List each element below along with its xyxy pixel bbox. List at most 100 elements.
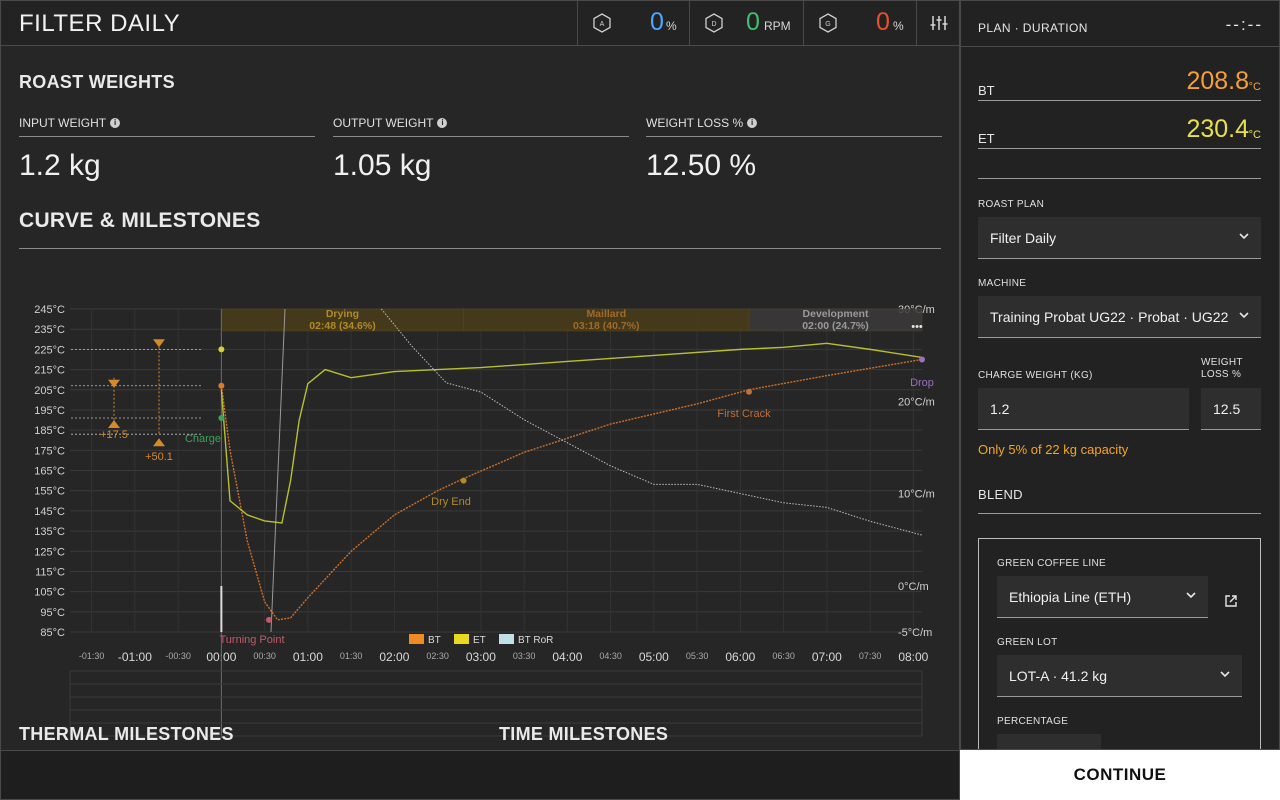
legend-swatch xyxy=(454,634,469,644)
legend-swatch xyxy=(409,634,424,644)
sliders-icon[interactable] xyxy=(916,1,960,45)
phase-name: Development xyxy=(803,308,869,320)
x-tick-label: -01:00 xyxy=(118,650,152,664)
green-coffee-line-select[interactable]: Ethiopia Line (ETH) xyxy=(997,576,1208,618)
svg-text:A: A xyxy=(600,21,605,28)
charge-weight-input[interactable]: 1.2 xyxy=(978,388,1189,430)
machine-value: Training Probat UG22 · Probat · UG22 xyxy=(990,309,1229,325)
x-tick-label-minor: -01:30 xyxy=(79,651,105,661)
roast-plan-label: ROAST PLAN xyxy=(978,199,1045,210)
legend-swatch xyxy=(499,634,514,644)
info-icon[interactable]: i xyxy=(747,118,758,128)
green-lot-select[interactable]: LOT-A · 41.2 kg xyxy=(997,655,1242,697)
temp-tick-label: 195°C xyxy=(34,405,65,417)
gauge-value: 0 xyxy=(876,8,890,36)
x-tick-label: 04:00 xyxy=(552,650,582,664)
output-weight: OUTPUT WEIGHT i 1.05 kg xyxy=(333,116,629,183)
main-content: ROAST WEIGHTS INPUT WEIGHT i 1.2 kg OUTPU… xyxy=(0,46,960,750)
temp-tick-label: 245°C xyxy=(34,304,65,316)
legend-label: BT xyxy=(428,635,441,646)
capacity-warning: Only 5% of 22 kg capacity xyxy=(978,442,1129,457)
series-line-et xyxy=(220,342,923,524)
annotation-label: +17.5 xyxy=(100,429,128,441)
weight-loss: WEIGHT LOSS % i 12.50 % xyxy=(646,116,942,183)
temp-tick-label: 235°C xyxy=(34,324,65,336)
x-tick-label: 08:00 xyxy=(898,650,928,664)
gauge-unit: RPM xyxy=(764,19,791,33)
et-label: ET xyxy=(978,131,995,146)
input-weight-value: 1.2 kg xyxy=(19,149,101,182)
legend-label: ET xyxy=(473,635,486,646)
percentage-input[interactable] xyxy=(997,734,1101,749)
hexagon-a-icon: A xyxy=(593,13,611,33)
phase-name: Drying xyxy=(326,308,359,320)
gauge-unit: % xyxy=(893,19,904,33)
gauge-airflow[interactable]: A 0 % xyxy=(577,1,689,45)
machine-label: MACHINE xyxy=(978,278,1027,289)
info-icon[interactable]: i xyxy=(110,118,121,128)
svg-text:G: G xyxy=(825,21,830,28)
x-tick-label-minor: 06:30 xyxy=(772,651,795,661)
bt-value: 208.8 xyxy=(1186,67,1249,95)
temp-tick-label: 105°C xyxy=(34,587,65,599)
roast-plan-value: Filter Daily xyxy=(990,230,1057,246)
roast-plan-select[interactable]: Filter Daily xyxy=(978,217,1261,259)
more-icon: ••• xyxy=(911,321,923,333)
ror-tick-label: 10°C/m xyxy=(898,489,935,501)
et-row: ET 230.4 °C xyxy=(978,109,1261,149)
x-tick-label: 02:00 xyxy=(379,650,409,664)
x-tick-label: 06:00 xyxy=(725,650,755,664)
roast-curve-chart[interactable]: 245°C 235°C 225°C 215°C 205°C 195°C 185°C 175°C… xyxy=(1,251,959,741)
phase-band xyxy=(748,308,923,332)
x-tick-label-minor: 05:30 xyxy=(686,651,709,661)
x-tick-label-minor: 04:30 xyxy=(599,651,622,661)
arrow-up-icon xyxy=(153,438,165,447)
hexagon-g-icon: G xyxy=(819,13,837,33)
chevron-down-icon xyxy=(1239,312,1249,319)
gauge-unit: % xyxy=(666,19,677,33)
input-weight: INPUT WEIGHT i 1.2 kg xyxy=(19,116,315,183)
gauge-value: 0 xyxy=(650,8,664,36)
bt-unit: °C xyxy=(1248,81,1261,93)
svg-text:D: D xyxy=(711,21,716,28)
milestone-marker xyxy=(218,415,225,422)
green-coffee-line-label: GREEN COFFEE LINE xyxy=(997,558,1107,569)
output-weight-label: OUTPUT WEIGHT xyxy=(333,116,434,130)
milestone-label: Turning Point xyxy=(219,634,284,646)
temp-tick-label: 85°C xyxy=(40,627,65,639)
continue-button[interactable]: CONTINUE xyxy=(960,750,1280,800)
external-link-icon[interactable] xyxy=(1224,594,1238,608)
bt-row: BT 208.8 °C xyxy=(978,61,1261,101)
annotation-label: +50.1 xyxy=(145,451,173,463)
weight-loss-label: WEIGHT LOSS % xyxy=(1201,357,1243,380)
ror-tick-label: 0°C/m xyxy=(898,581,929,593)
x-tick-label-minor: 02:30 xyxy=(426,651,449,661)
weight-loss-input[interactable]: 12.5 xyxy=(1201,388,1261,430)
roast-weights-title: ROAST WEIGHTS xyxy=(19,72,175,92)
panel-header: PLAN · DURATION --:-- xyxy=(961,1,1279,47)
top-bar: FILTER DAILY A 0 % D 0 RPM G 0 % xyxy=(0,0,960,46)
curve-title: CURVE & MILESTONES xyxy=(19,209,261,232)
temp-tick-label: 135°C xyxy=(34,526,65,538)
phase-detail: 02:48 (34.6%) xyxy=(309,320,376,332)
temp-tick-label: 175°C xyxy=(34,445,65,457)
info-icon[interactable]: i xyxy=(437,118,448,128)
temp-tick-label: 205°C xyxy=(34,385,65,397)
bottom-bar xyxy=(0,750,960,800)
output-weight-value: 1.05 kg xyxy=(333,149,432,182)
gauge-gas[interactable]: G 0 % xyxy=(803,1,916,45)
x-tick-label-minor: -00:30 xyxy=(165,651,191,661)
x-tick-label: 05:00 xyxy=(639,650,669,664)
et-unit: °C xyxy=(1248,129,1261,141)
x-tick-label: 01:00 xyxy=(293,650,323,664)
event-line xyxy=(270,308,286,633)
charge-weight-label: CHARGE WEIGHT (KG) xyxy=(978,370,1093,381)
temp-tick-label: 95°C xyxy=(40,607,65,619)
duration-readout: --:-- xyxy=(1225,15,1263,34)
green-lot-label: GREEN LOT xyxy=(997,637,1058,648)
charge-weight-value: 1.2 xyxy=(990,401,1010,417)
gauge-drum[interactable]: D 0 RPM xyxy=(689,1,803,45)
machine-select[interactable]: Training Probat UG22 · Probat · UG22 xyxy=(978,296,1261,338)
milestone-label: First Crack xyxy=(717,408,771,420)
x-tick-label: 07:00 xyxy=(812,650,842,664)
